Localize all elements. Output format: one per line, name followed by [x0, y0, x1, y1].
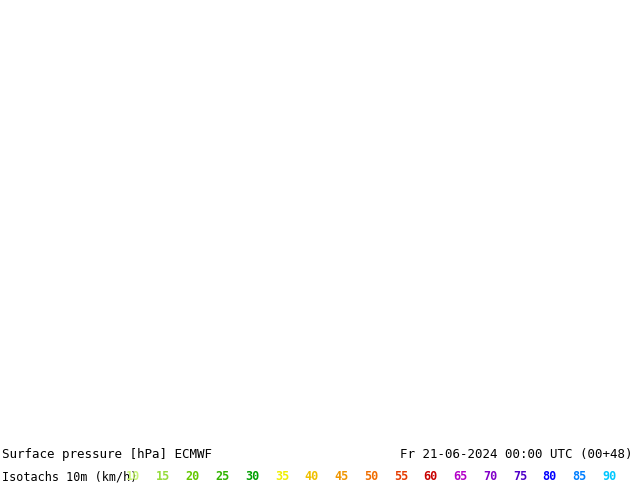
Text: 45: 45 — [334, 470, 349, 483]
Text: 25: 25 — [216, 470, 230, 483]
Text: 85: 85 — [573, 470, 586, 483]
Text: 30: 30 — [245, 470, 259, 483]
Text: Surface pressure [hPa] ECMWF: Surface pressure [hPa] ECMWF — [2, 448, 212, 461]
Text: Fr 21-06-2024 00:00 UTC (00+48): Fr 21-06-2024 00:00 UTC (00+48) — [399, 448, 632, 461]
Text: 80: 80 — [543, 470, 557, 483]
Text: 20: 20 — [186, 470, 200, 483]
Text: 35: 35 — [275, 470, 289, 483]
Text: 40: 40 — [304, 470, 319, 483]
Text: Isotachs 10m (km/h): Isotachs 10m (km/h) — [2, 470, 145, 483]
Text: 90: 90 — [602, 470, 616, 483]
Text: 55: 55 — [394, 470, 408, 483]
Text: 10: 10 — [126, 470, 140, 483]
Text: 65: 65 — [453, 470, 468, 483]
Text: 70: 70 — [483, 470, 498, 483]
Text: 50: 50 — [364, 470, 378, 483]
Text: 15: 15 — [156, 470, 170, 483]
Text: 75: 75 — [513, 470, 527, 483]
Text: 60: 60 — [424, 470, 438, 483]
